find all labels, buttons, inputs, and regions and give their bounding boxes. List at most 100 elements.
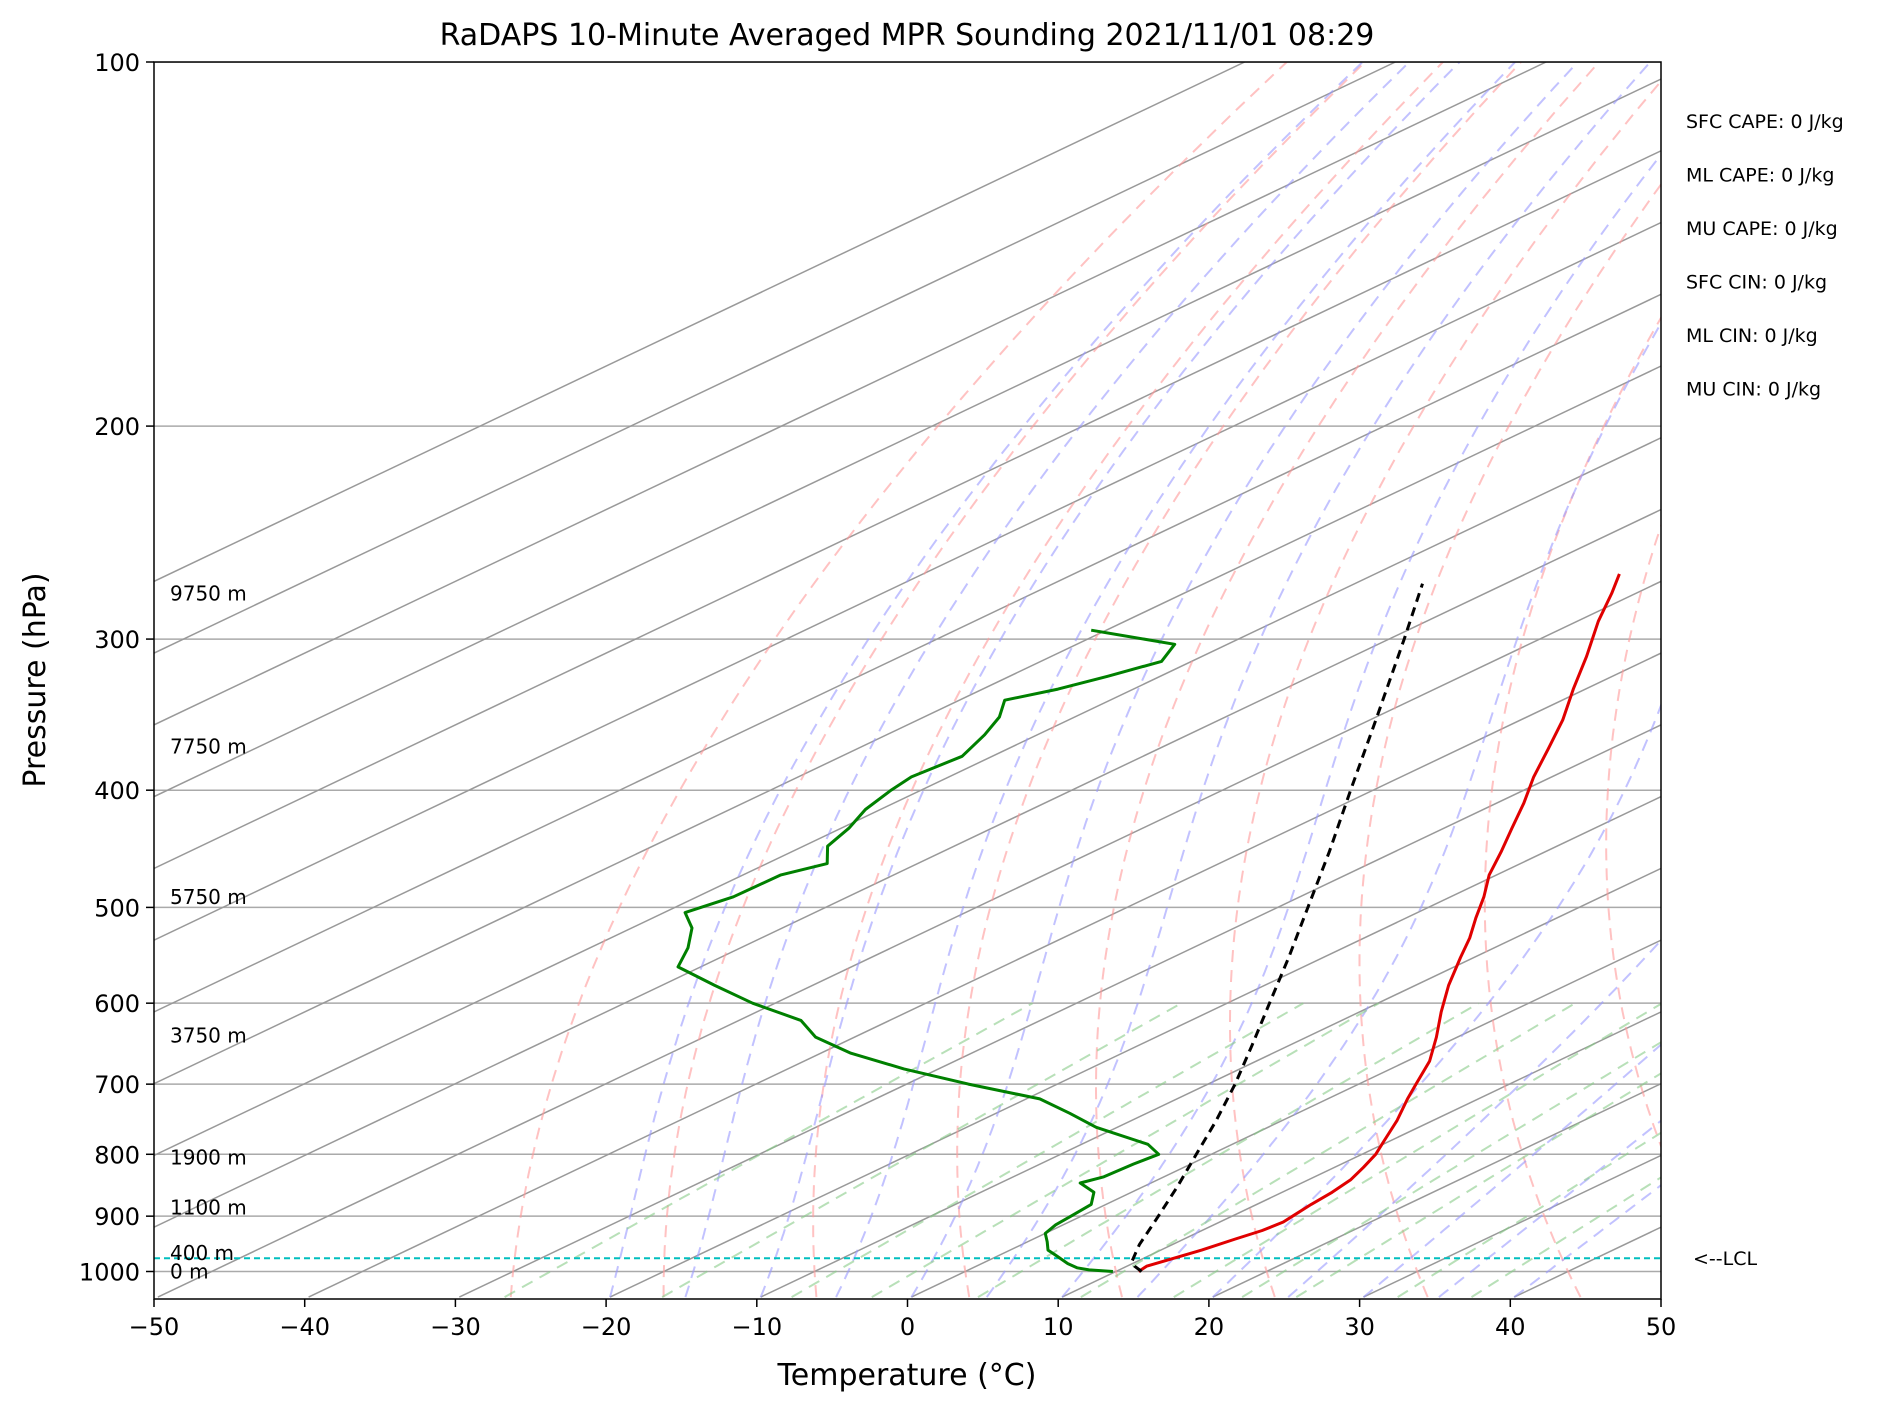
temperature-profile-line [1137,573,1621,1273]
x-tick-label: 20 [1194,1313,1225,1341]
mixing-ratio-line [1173,1002,1661,1298]
isotherm-line [154,62,1547,726]
moist-adiabat-line [1513,1183,1661,1298]
x-tick-label: 10 [1043,1313,1074,1341]
moist-adiabat-line [759,62,1461,1298]
isotherm-line [154,62,1396,654]
dry-adiabat-line [1358,182,1661,1298]
dry-adiabat-line [956,62,1522,1298]
y-tick-label: 500 [94,894,140,922]
height-label: 3750 m [170,1023,247,1047]
moist-adiabat-line [1212,702,1661,1298]
dry-adiabat-line [509,62,1288,1298]
x-tick-label: −20 [581,1313,632,1341]
dry-adiabat-line [1724,62,1882,1297]
dry-adiabat-line [1229,79,1661,1298]
isotherm-line [154,78,1661,798]
x-tick-label: 40 [1495,1313,1526,1341]
mixing-ratio-line [791,1002,1304,1298]
plot-grid [154,62,1882,1298]
height-label: 0 m [170,1260,209,1284]
parameter-text: MU CAPE: 0 J/kg [1686,218,1838,240]
isotherm-line [154,149,1661,870]
mixing-ratio-line [1241,1041,1661,1298]
parameter-text: SFC CAPE: 0 J/kg [1686,111,1844,133]
isotherm-line [1513,1226,1661,1298]
x-tick-label: −50 [129,1313,180,1341]
x-tick-label: 0 [900,1313,915,1341]
dry-adiabat-line [1483,315,1661,1298]
x-tick-label: 50 [1646,1313,1677,1341]
lcl-label: <--LCL [1693,1248,1757,1270]
isotherm-line [1665,62,1882,1297]
isotherm-line [760,867,1661,1298]
y-tick-label: 300 [94,626,140,654]
dry-adiabat-line [1838,62,1882,1297]
dry-adiabat-line [812,62,1444,1298]
moist-adiabat-line [985,62,1652,1298]
mixing-ratio-line [504,1002,1033,1298]
chart-title: RaDAPS 10-Minute Averaged MPR Sounding 2… [440,18,1375,53]
isotherm-line [154,62,1246,583]
x-tick-label: −10 [731,1313,782,1341]
height-label: 400 m [170,1241,234,1265]
moist-adiabat-line [910,62,1579,1298]
y-tick-label: 100 [94,49,140,77]
isotherm-line [154,365,1661,1085]
x-tick-label: −40 [279,1313,330,1341]
height-label: 5750 m [170,885,247,909]
mixing-ratio-line [661,1002,1182,1298]
mixing-ratio-line [977,1002,1480,1298]
isotherm-line [157,580,1661,1298]
isotherm-line [609,795,1661,1298]
x-tick-label: −30 [430,1313,481,1341]
dry-adiabat-line [1095,62,1600,1298]
height-label: 7750 m [170,734,247,758]
plot-frame [153,61,1662,1300]
mixing-ratio-line [871,1002,1380,1298]
isotherm-line [1212,1082,1661,1298]
mixing-ratio-line [1470,1176,1661,1298]
isotherm-line [458,724,1661,1298]
y-tick-label: 400 [94,777,140,805]
isotherm-line [154,437,1661,1157]
isotherm-line [911,939,1661,1298]
y-tick-label: 800 [94,1141,140,1169]
y-tick-label: 1000 [79,1259,140,1287]
mixing-ratio-line [1295,1072,1661,1298]
isotherm-line [1816,62,1882,1297]
y-tick-label: 700 [94,1071,140,1099]
moist-adiabat-line [1136,321,1661,1298]
moist-adiabat-line [609,62,1364,1298]
isotherm-line [1363,1154,1661,1298]
parameter-text: SFC CIN: 0 J/kg [1686,272,1827,294]
parameter-text: ML CAPE: 0 J/kg [1686,165,1834,187]
height-label: 9750 m [170,581,247,605]
mixing-ratio-line [1080,1002,1576,1298]
parameter-text: ML CIN: 0 J/kg [1686,325,1818,347]
y-tick-label: 600 [94,990,140,1018]
moist-adiabat-line [1287,938,1661,1298]
moist-adiabat-line [1061,153,1661,1298]
parcel-profile-line [1130,583,1424,1273]
isotherm-line [154,221,1661,941]
x-tick-label: 30 [1344,1313,1375,1341]
mixing-ratio-line [1397,1131,1661,1298]
height-label: 1100 m [170,1195,247,1219]
isotherm-line [308,652,1661,1298]
height-label: 1900 m [170,1146,247,1170]
y-axis-label: Pressure (hPa) [18,572,53,787]
moist-adiabat-line [684,62,1411,1298]
isotherm-line [1061,1011,1661,1298]
dry-adiabat-line [662,62,1366,1298]
parameter-text: MU CIN: 0 J/kg [1686,379,1821,401]
isotherm-line [154,508,1661,1229]
y-tick-label: 200 [94,413,140,441]
moist-adiabat-line [1362,1043,1661,1298]
moist-adiabat-line [835,62,1516,1298]
y-tick-label: 900 [94,1203,140,1231]
dewpoint-profile-line [676,628,1177,1273]
annotations: 9750 m 7750 m 5750 m 3750 m 1900 m 1100 m 400 … [170,111,1844,1284]
plot-series [154,573,1661,1273]
